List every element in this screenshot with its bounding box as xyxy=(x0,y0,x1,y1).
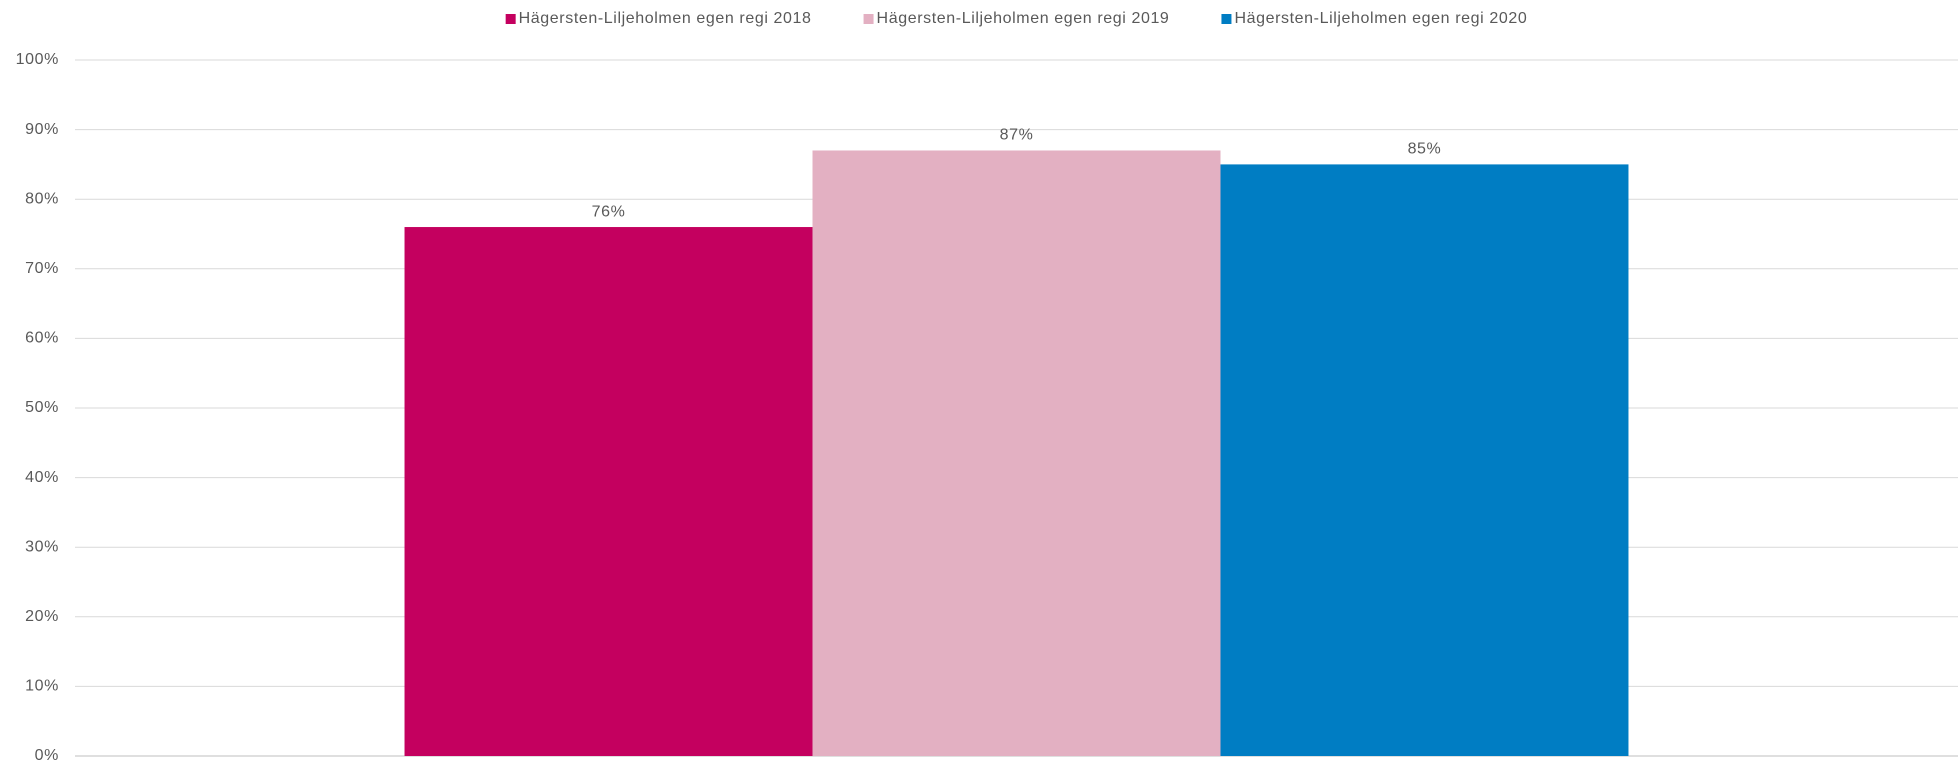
y-tick-label: 10% xyxy=(25,678,59,695)
legend-label: Hägersten-Liljeholmen egen regi 2018 xyxy=(519,10,812,27)
y-tick-label: 0% xyxy=(35,747,59,763)
data-label: 85% xyxy=(1408,141,1442,158)
data-label: 76% xyxy=(592,203,626,220)
legend-label: Hägersten-Liljeholmen egen regi 2020 xyxy=(1234,10,1527,27)
y-tick-label: 20% xyxy=(25,608,59,625)
legend-swatch xyxy=(863,14,874,24)
legend-swatch xyxy=(505,14,516,24)
y-tick-label: 70% xyxy=(25,260,59,277)
y-tick-label: 30% xyxy=(25,538,59,555)
y-tick-label: 50% xyxy=(25,399,59,416)
bar xyxy=(1220,164,1629,756)
data-label: 87% xyxy=(1000,127,1034,144)
y-tick-label: 100% xyxy=(16,51,59,68)
y-tick-label: 80% xyxy=(25,190,59,207)
bar xyxy=(404,227,813,757)
y-tick-label: 40% xyxy=(25,469,59,486)
bar xyxy=(812,150,1221,757)
y-tick-label: 90% xyxy=(25,121,59,138)
y-tick-label: 60% xyxy=(25,330,59,347)
legend-label: Hägersten-Liljeholmen egen regi 2019 xyxy=(877,10,1170,27)
legend-swatch xyxy=(1221,14,1232,24)
